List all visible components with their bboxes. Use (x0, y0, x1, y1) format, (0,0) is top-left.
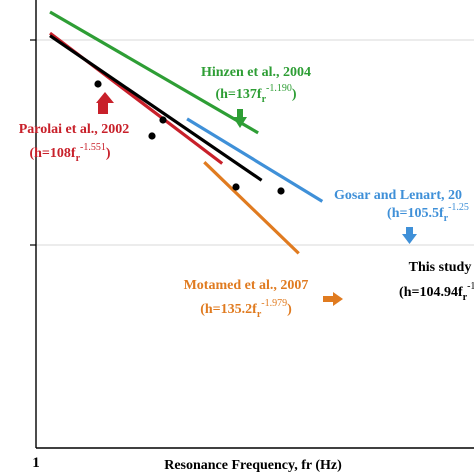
series-formula-4: (h=135.2fr-1.979) (200, 298, 292, 320)
series-formula-1: (h=108fr-1.551) (29, 142, 110, 164)
series-formula-0: (h=137fr-1.190) (215, 83, 296, 105)
observation-point-0 (94, 80, 102, 88)
series-lines (49, 10, 324, 255)
x-tick-label-1: 1 (32, 455, 40, 471)
x-axis-label: Resonance Frequency, fr (Hz) (164, 458, 342, 473)
observation-point-2 (148, 132, 156, 140)
axes (30, 0, 474, 449)
label-arrow-2 (402, 227, 417, 244)
label-arrow-1 (233, 109, 247, 128)
series-formula-3: (h=104.94fr-1.4 (399, 281, 474, 303)
gridlines (36, 39, 474, 246)
observation-point-3 (232, 183, 240, 191)
label-arrow-0 (96, 92, 114, 114)
series-label-1: Parolai et al., 2002 (19, 122, 130, 137)
series-labels: Hinzen et al., 2004 (h=137fr-1.190) Parola… (19, 65, 474, 320)
series-label-3: This study (409, 260, 472, 275)
series-line-4 (203, 161, 300, 255)
series-label-0: Hinzen et al., 2004 (201, 65, 311, 80)
series-line-3 (49, 34, 263, 182)
label-arrows (96, 92, 417, 306)
observation-point-4 (277, 187, 285, 195)
series-label-2: Gosar and Lenart, 20 (334, 188, 462, 203)
series-formula-2: (h=105.5fr-1.25 (387, 202, 469, 224)
label-arrow-3 (323, 292, 343, 306)
series-line-0 (49, 10, 259, 135)
observation-points (94, 80, 285, 195)
series-line-2 (186, 117, 324, 203)
series-label-4: Motamed et al., 2007 (184, 278, 309, 293)
observation-point-1 (159, 116, 167, 124)
